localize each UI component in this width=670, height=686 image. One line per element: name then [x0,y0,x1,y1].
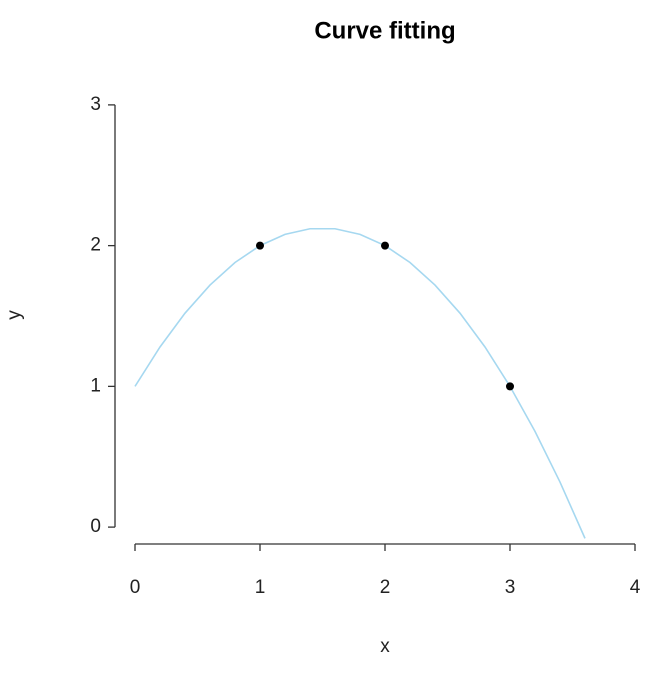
fit-curve [134,227,586,539]
data-point [381,241,389,250]
x-tick-label: 4 [630,577,641,598]
y-tick-label: 3 [90,94,101,115]
x-axis-label: x [380,636,390,657]
plot-area [134,227,586,539]
data-point [256,241,264,250]
y-tick-label: 2 [90,235,101,256]
x-tick-label: 3 [505,577,516,598]
chart-title: Curve fitting [314,17,455,44]
y-tick-label: 1 [90,375,101,396]
data-point [506,382,514,391]
y-axis-label: y [4,310,25,320]
x-tick-label: 1 [255,577,266,598]
x-tick-label: 0 [130,577,141,598]
y-tick-label: 0 [90,516,101,537]
x-tick-label: 2 [380,577,391,598]
